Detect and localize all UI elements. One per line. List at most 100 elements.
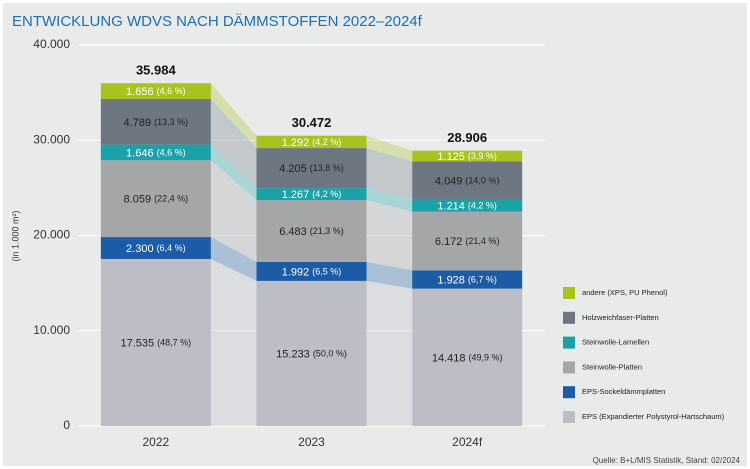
- bar-segment: [256, 200, 367, 262]
- value-label: 6.483: [279, 226, 307, 238]
- share-label: (3,9 %): [468, 151, 497, 161]
- value-label: 1.125: [437, 151, 465, 163]
- bar-segment: [256, 135, 367, 149]
- x-tick-label: 2024f: [452, 435, 483, 449]
- legend-label: andere (XPS, PU Phenol): [582, 288, 668, 297]
- marks: 17.535 (48,7 %) 15.233 (50,0 %) 14.418 (49,9 …: [100, 63, 725, 426]
- value-label: 2.300: [126, 243, 154, 255]
- connector: [210, 160, 257, 262]
- share-label: (4,2 %): [312, 190, 341, 200]
- bar-segment: [256, 188, 367, 201]
- value-label: 1.928: [437, 274, 465, 286]
- value-label: 1.214: [437, 201, 465, 213]
- connector: [366, 188, 413, 212]
- bar-segment: [100, 144, 211, 161]
- total-label: 35.984: [136, 63, 177, 78]
- bar-segment: [100, 160, 211, 238]
- bar-segment: [100, 237, 211, 259]
- segment-label: 17.535 (48,7 %): [120, 337, 191, 349]
- bar-segment: [100, 83, 211, 100]
- y-tick-label: 30.000: [33, 132, 70, 146]
- share-label: (6,4 %): [157, 243, 186, 253]
- segment-label: 1.267 (4,2 %): [282, 189, 342, 201]
- legend-label: EPS-Sockeldämmplatten: [582, 387, 665, 396]
- value-label: 17.535: [120, 337, 154, 349]
- connector: [366, 135, 413, 162]
- bar-segment: [256, 280, 367, 426]
- y-tick-label: 20.000: [33, 228, 70, 242]
- share-label: (6,5 %): [312, 267, 341, 277]
- legend-swatch: [563, 336, 575, 349]
- share-label: (21,3 %): [310, 226, 344, 236]
- value-label: 1.992: [282, 266, 310, 278]
- bar-segment: [412, 270, 523, 289]
- x-tick-label: 2022: [142, 435, 169, 449]
- bar-segment: [100, 258, 211, 426]
- share-label: (4,6 %): [157, 148, 186, 158]
- bar-segment: [256, 261, 367, 281]
- segment-label: 4.789 (13,3 %): [124, 117, 189, 129]
- legend-label: Steinwolle-Lamellen: [582, 338, 649, 347]
- total-label: 30.472: [292, 115, 332, 130]
- value-label: 4.789: [124, 117, 152, 129]
- segment-label: 4.049 (14,0 %): [435, 176, 500, 188]
- bar-segment: [412, 211, 523, 271]
- legend-label: Steinwolle-Platten: [582, 362, 642, 371]
- legend-swatch: [563, 361, 575, 374]
- share-label: (14,0 %): [465, 176, 499, 186]
- value-label: 1.292: [282, 137, 310, 149]
- segment-label: 1.125 (3,9 %): [437, 151, 497, 163]
- connector: [366, 200, 413, 271]
- legend-swatch: [563, 287, 575, 299]
- segment-label: 2.300 (6,4 %): [126, 243, 186, 255]
- value-label: 4.205: [279, 163, 307, 175]
- share-label: (4,2 %): [468, 201, 497, 211]
- segment-label: 1.656 (4,6 %): [126, 86, 186, 98]
- share-label: (50,0 %): [313, 349, 347, 359]
- legend-swatch: [563, 411, 575, 423]
- value-label: 1.267: [282, 189, 310, 201]
- segment-label: 15.233 (50,0 %): [276, 348, 347, 360]
- y-tick-label: 40.000: [33, 37, 70, 51]
- connector: [210, 258, 257, 426]
- y-axis-label: (in 1.000 m²): [10, 210, 20, 261]
- connector: [210, 83, 257, 149]
- share-label: (4,6 %): [157, 87, 186, 97]
- x-tick-label: 2023: [298, 435, 325, 449]
- value-label: 6.172: [435, 236, 463, 248]
- share-label: (49,9 %): [468, 353, 502, 363]
- segment-label: 8.059 (22,4 %): [124, 194, 189, 206]
- value-label: 4.049: [435, 176, 463, 188]
- segment-label: 4.205 (13,8 %): [279, 163, 344, 175]
- segment-label: 1.992 (6,5 %): [282, 266, 342, 278]
- segment-label: 14.418 (49,9 %): [432, 352, 503, 364]
- share-label: (13,3 %): [154, 117, 188, 127]
- segment-label: 6.172 (21,4 %): [435, 236, 500, 248]
- segment-label: 1.646 (4,6 %): [126, 147, 186, 159]
- segment-label: 1.292 (4,2 %): [282, 137, 342, 149]
- share-label: (22,4 %): [154, 194, 188, 204]
- value-label: 8.059: [124, 194, 152, 206]
- value-label: 14.418: [432, 352, 466, 364]
- share-label: (4,2 %): [312, 137, 341, 147]
- bar-segment: [412, 288, 523, 426]
- value-label: 1.646: [126, 147, 154, 159]
- connector: [366, 148, 413, 200]
- legend-swatch: [563, 311, 575, 324]
- chart-title: ENTWICKLUNG WDVS NACH DÄMMSTOFFEN 2022–2…: [12, 13, 423, 30]
- legend-label: EPS (Expandierter Polystyrol-Hartschaum): [582, 412, 725, 421]
- total-label: 28.906: [447, 130, 487, 145]
- share-label: (48,7 %): [157, 338, 191, 348]
- source: Quelle: B+L/MIS Statistik, Stand: 02/202…: [593, 456, 741, 465]
- legend-swatch: [563, 386, 575, 399]
- bar-segment: [412, 199, 523, 212]
- bar-segment: [412, 150, 523, 162]
- segment-label: 1.928 (6,7 %): [437, 274, 497, 286]
- value-label: 1.656: [126, 86, 154, 98]
- share-label: (13,8 %): [310, 163, 344, 173]
- y-tick-label: 10.000: [33, 323, 70, 337]
- legend-label: Holzweichfaser-Platten: [582, 313, 659, 322]
- segment-label: 6.483 (21,3 %): [279, 226, 344, 238]
